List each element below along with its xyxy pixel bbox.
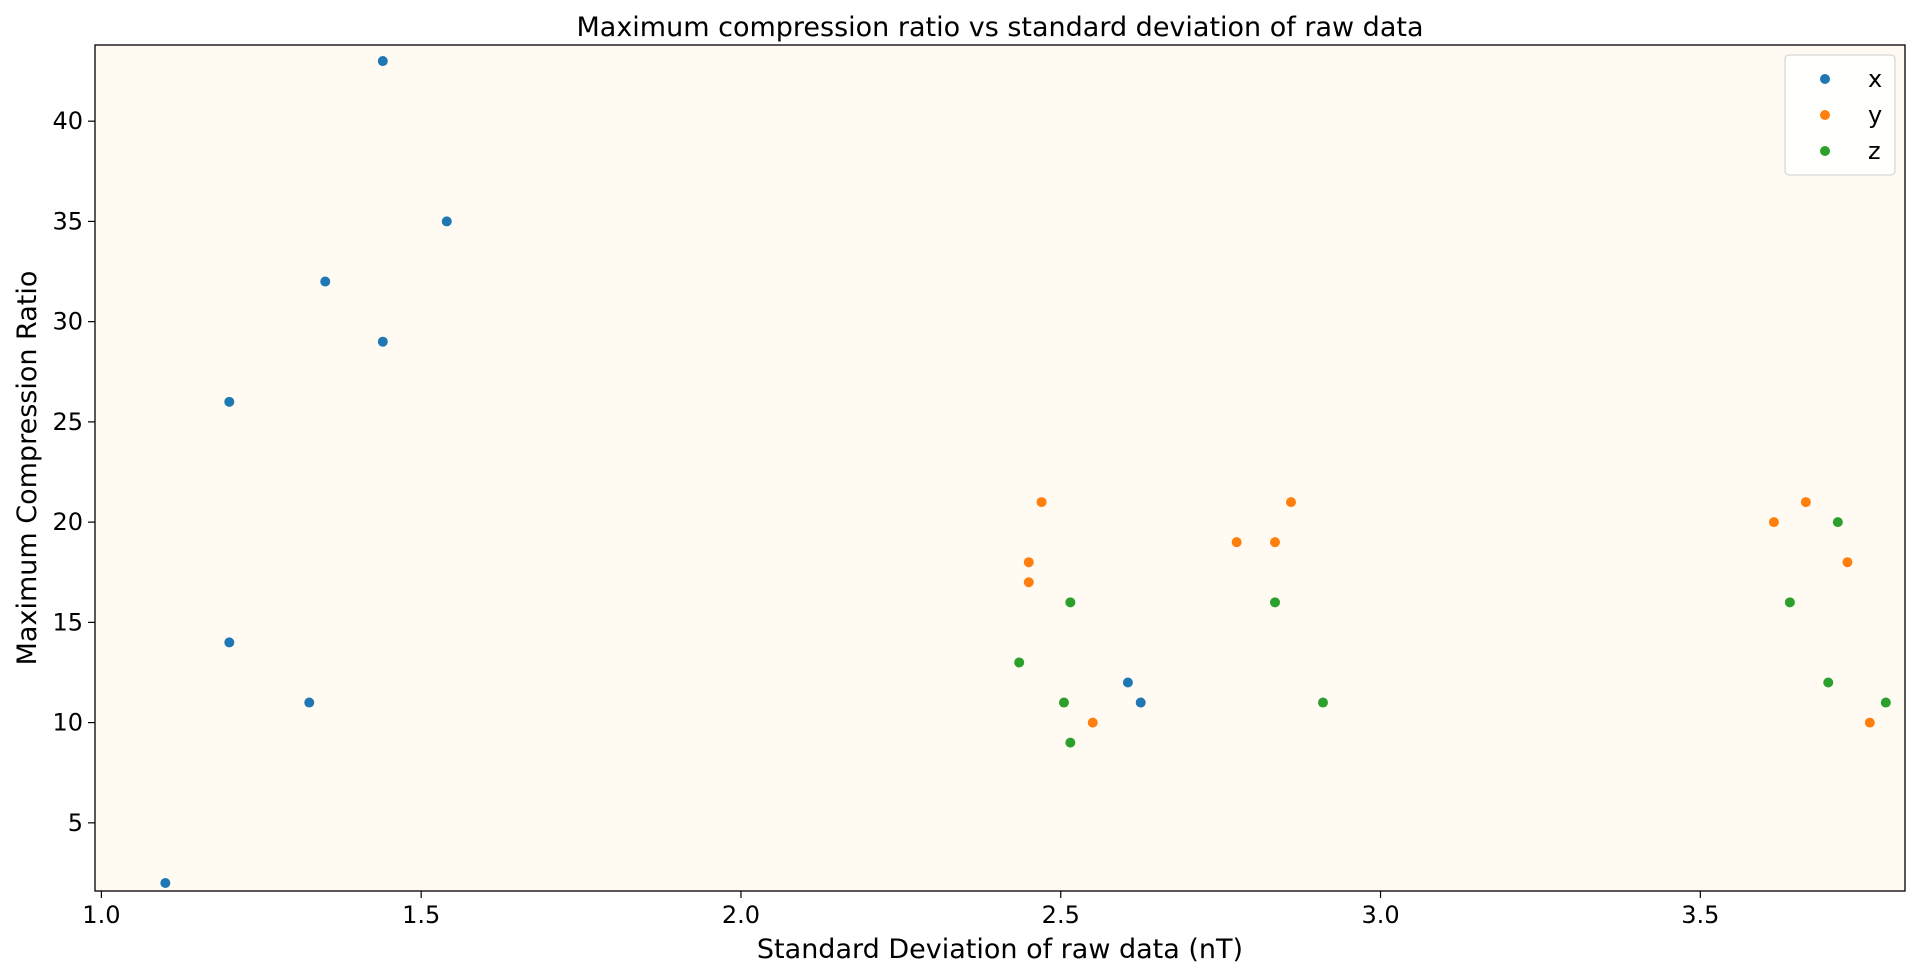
x-tick-label: 1.0: [82, 901, 120, 929]
data-point-y: [1270, 537, 1281, 548]
chart-title: Maximum compression ratio vs standard de…: [576, 12, 1423, 43]
y-tick-label: 25: [52, 408, 83, 436]
data-point-z: [1058, 697, 1069, 708]
y-tick-label: 40: [52, 107, 83, 135]
data-point-z: [1823, 677, 1834, 688]
data-point-x: [320, 276, 331, 287]
x-tick-label: 2.0: [722, 901, 760, 929]
x-tick-label: 2.5: [1042, 901, 1080, 929]
y-tick-label: 15: [52, 608, 83, 636]
data-point-x: [1135, 697, 1146, 708]
legend-label-z: z: [1868, 137, 1881, 165]
data-point-x: [224, 637, 235, 648]
data-point-z: [1270, 597, 1281, 608]
data-point-y: [1864, 717, 1875, 728]
data-point-y: [1800, 497, 1811, 508]
data-point-x: [160, 877, 171, 888]
data-point-x: [377, 336, 388, 347]
data-points: [160, 56, 1891, 888]
y-tick-label: 20: [52, 508, 83, 536]
y-tick-label: 10: [52, 709, 83, 737]
x-tick-label: 3.5: [1681, 901, 1719, 929]
data-point-x: [441, 216, 452, 227]
data-point-z: [1317, 697, 1328, 708]
legend-marker-x: [1820, 74, 1830, 84]
plot-area: [95, 45, 1905, 891]
data-point-x: [224, 396, 235, 407]
data-point-z: [1880, 697, 1891, 708]
y-axis-label: Maximum Compression Ratio: [12, 271, 43, 666]
legend-marker-z: [1820, 146, 1830, 156]
data-point-z: [1784, 597, 1795, 608]
legend: xyz: [1784, 54, 1896, 176]
x-tick-label: 1.5: [402, 901, 440, 929]
legend-box: [1784, 54, 1896, 176]
data-point-y: [1768, 517, 1779, 528]
data-point-y: [1842, 557, 1853, 568]
data-point-z: [1832, 517, 1843, 528]
data-point-z: [1014, 657, 1025, 668]
x-axis-label: Standard Deviation of raw data (nT): [757, 934, 1243, 965]
y-tick-label: 35: [52, 207, 83, 235]
data-point-y: [1023, 577, 1034, 588]
x-axis: 1.0 1.5 2.0 2.5 3.0 3.5: [82, 891, 1719, 929]
data-point-x: [304, 697, 315, 708]
data-point-x: [377, 56, 388, 67]
data-point-y: [1231, 537, 1242, 548]
legend-label-y: y: [1868, 101, 1882, 129]
data-point-x: [1122, 677, 1133, 688]
data-point-z: [1065, 737, 1076, 748]
plot-frame: [94, 44, 1906, 892]
y-tick-label: 5: [68, 809, 83, 837]
y-tick-label: 30: [52, 308, 83, 336]
data-point-y: [1087, 717, 1098, 728]
data-point-y: [1036, 497, 1047, 508]
legend-marker-y: [1820, 110, 1830, 120]
y-axis: 5 10 15 20 25 30 35 40: [52, 107, 95, 837]
data-point-z: [1065, 597, 1076, 608]
data-point-y: [1023, 557, 1034, 568]
legend-label-x: x: [1868, 65, 1882, 93]
data-point-y: [1286, 497, 1297, 508]
x-tick-label: 3.0: [1361, 901, 1399, 929]
